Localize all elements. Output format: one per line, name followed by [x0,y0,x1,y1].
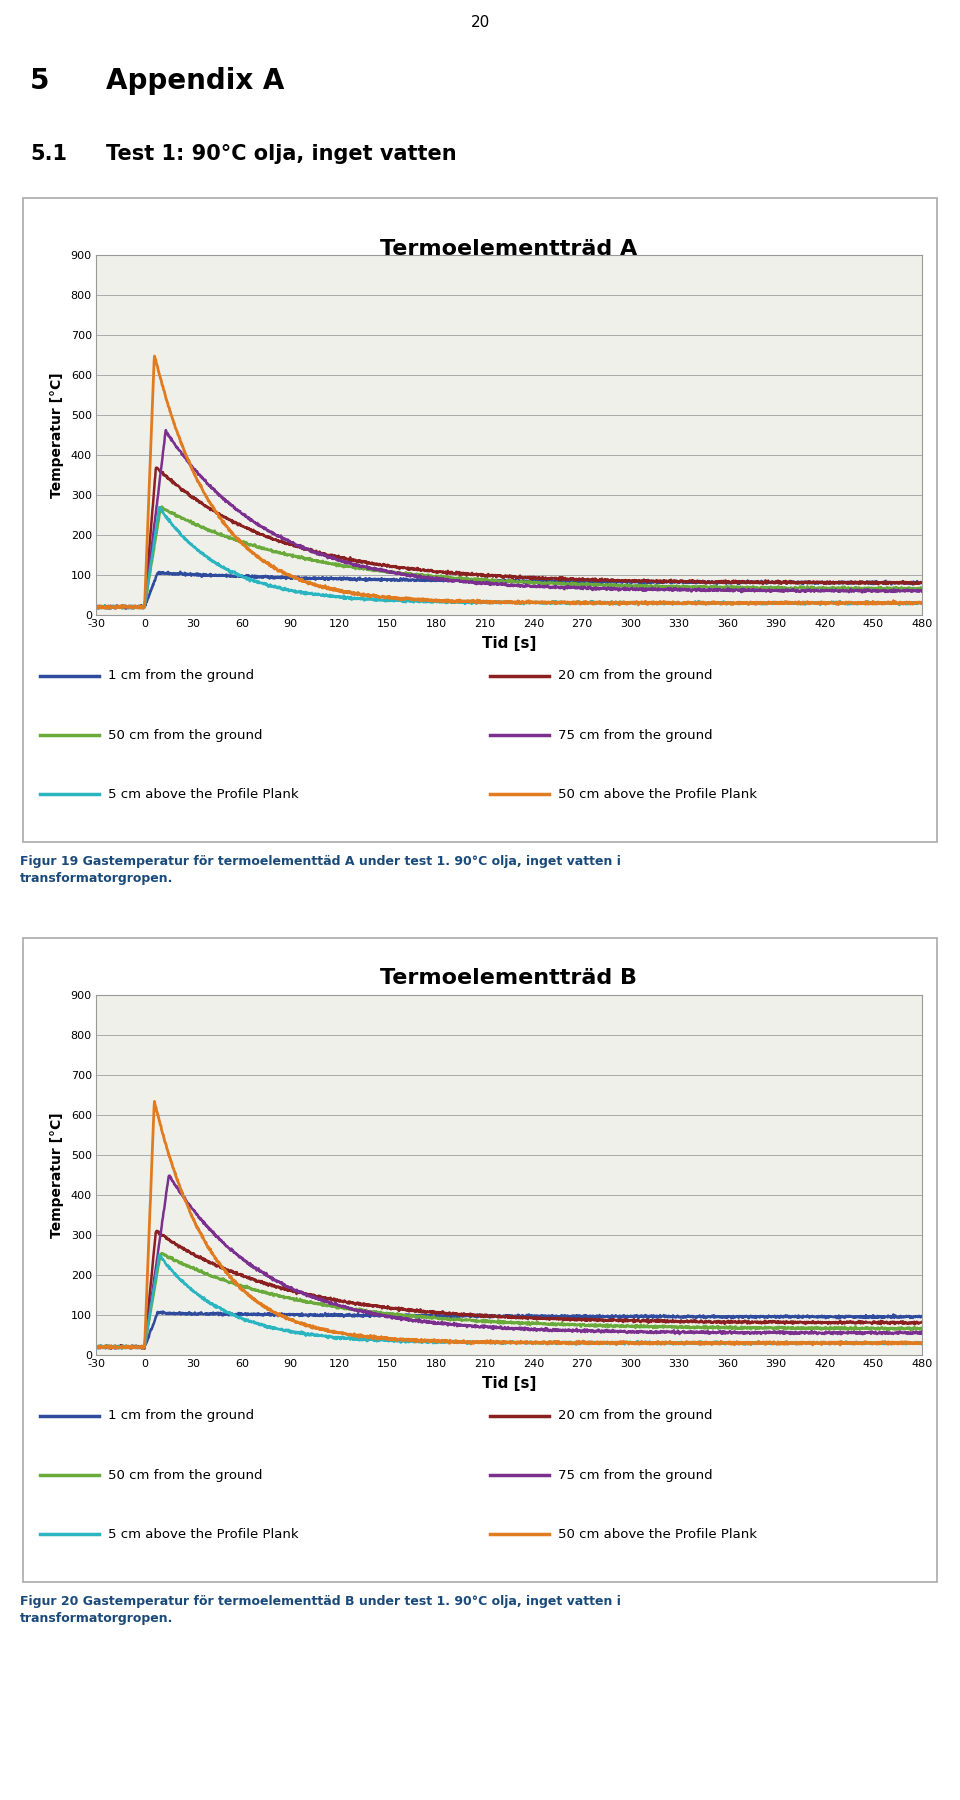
Text: 50 cm from the ground: 50 cm from the ground [108,1469,262,1481]
Text: 20 cm from the ground: 20 cm from the ground [558,670,712,682]
Text: 5.1: 5.1 [30,144,67,164]
Y-axis label: Temperatur [°C]: Temperatur [°C] [50,373,63,499]
Text: Appendix A: Appendix A [107,67,285,95]
Text: 75 cm from the ground: 75 cm from the ground [558,729,712,742]
Text: Figur 19 Gastemperatur för termoelementtäd A under test 1. 90°C olja, inget vatt: Figur 19 Gastemperatur för termoelementt… [20,855,621,886]
Text: 1 cm from the ground: 1 cm from the ground [108,1409,253,1422]
X-axis label: Tid [s]: Tid [s] [482,635,537,652]
Text: 20 cm from the ground: 20 cm from the ground [558,1409,712,1422]
Text: 50 cm from the ground: 50 cm from the ground [108,729,262,742]
Title: Termoelementträd B: Termoelementträd B [380,968,637,988]
X-axis label: Tid [s]: Tid [s] [482,1377,537,1391]
Text: Test 1: 90°C olja, inget vatten: Test 1: 90°C olja, inget vatten [107,144,457,164]
Text: 5 cm above the Profile Plank: 5 cm above the Profile Plank [108,1528,299,1541]
Text: 20: 20 [470,14,490,31]
Text: 50 cm above the Profile Plank: 50 cm above the Profile Plank [558,1528,756,1541]
Text: 5 cm above the Profile Plank: 5 cm above the Profile Plank [108,788,299,801]
Text: 50 cm above the Profile Plank: 50 cm above the Profile Plank [558,788,756,801]
Text: 1 cm from the ground: 1 cm from the ground [108,670,253,682]
Title: Termoelementträd A: Termoelementträd A [380,239,637,259]
Text: Figur 20 Gastemperatur för termoelementtäd B under test 1. 90°C olja, inget vatt: Figur 20 Gastemperatur för termoelementt… [20,1595,621,1625]
Y-axis label: Temperatur [°C]: Temperatur [°C] [50,1112,63,1238]
Text: 75 cm from the ground: 75 cm from the ground [558,1469,712,1481]
Text: 5: 5 [30,67,50,95]
